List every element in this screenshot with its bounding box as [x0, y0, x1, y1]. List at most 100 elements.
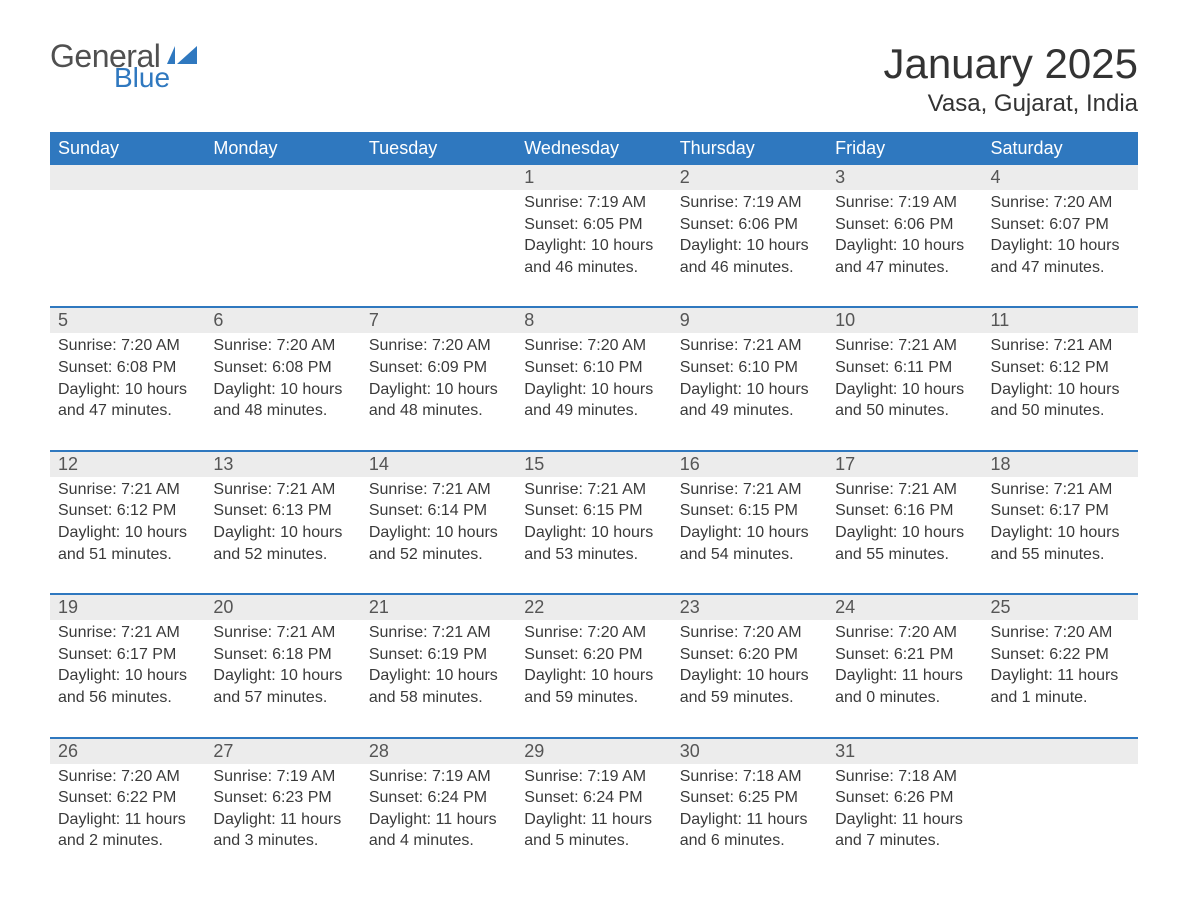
sunrise-text: Sunrise: 7:19 AM	[680, 192, 819, 214]
daylight1-text: Daylight: 10 hours	[680, 522, 819, 544]
day-number-cell: 22	[516, 594, 671, 620]
sunrise-text: Sunrise: 7:20 AM	[991, 622, 1130, 644]
sunrise-text: Sunrise: 7:21 AM	[991, 335, 1130, 357]
sunset-text: Sunset: 6:26 PM	[835, 787, 974, 809]
sunset-text: Sunset: 6:17 PM	[58, 644, 197, 666]
sunrise-text: Sunrise: 7:19 AM	[524, 192, 663, 214]
day-number-cell: 10	[827, 307, 982, 333]
day-detail-cell: Sunrise: 7:19 AMSunset: 6:05 PMDaylight:…	[516, 190, 671, 307]
day-number-cell: 5	[50, 307, 205, 333]
sunset-text: Sunset: 6:19 PM	[369, 644, 508, 666]
daylight1-text: Daylight: 10 hours	[58, 665, 197, 687]
daylight1-text: Daylight: 10 hours	[835, 522, 974, 544]
daylight2-text: and 46 minutes.	[524, 257, 663, 279]
sunrise-text: Sunrise: 7:21 AM	[991, 479, 1130, 501]
sunrise-text: Sunrise: 7:20 AM	[58, 766, 197, 788]
day-detail-cell: Sunrise: 7:20 AMSunset: 6:09 PMDaylight:…	[361, 333, 516, 450]
daylight1-text: Daylight: 10 hours	[213, 379, 352, 401]
logo-flag-icon	[167, 46, 197, 72]
sunset-text: Sunset: 6:18 PM	[213, 644, 352, 666]
daylight1-text: Daylight: 10 hours	[369, 665, 508, 687]
sunset-text: Sunset: 6:06 PM	[680, 214, 819, 236]
daylight2-text: and 58 minutes.	[369, 687, 508, 709]
calendar-detail-row: Sunrise: 7:20 AMSunset: 6:08 PMDaylight:…	[50, 333, 1138, 450]
month-title: January 2025	[883, 40, 1138, 88]
calendar-detail-row: Sunrise: 7:19 AMSunset: 6:05 PMDaylight:…	[50, 190, 1138, 307]
daylight2-text: and 59 minutes.	[524, 687, 663, 709]
daylight2-text: and 1 minute.	[991, 687, 1130, 709]
sunset-text: Sunset: 6:12 PM	[991, 357, 1130, 379]
day-number-cell	[361, 165, 516, 190]
daylight2-text: and 52 minutes.	[213, 544, 352, 566]
daylight1-text: Daylight: 11 hours	[369, 809, 508, 831]
weekday-header: Tuesday	[361, 132, 516, 165]
daylight1-text: Daylight: 10 hours	[369, 379, 508, 401]
daylight1-text: Daylight: 10 hours	[58, 522, 197, 544]
calendar-date-row: 19202122232425	[50, 594, 1138, 620]
sunset-text: Sunset: 6:23 PM	[213, 787, 352, 809]
sunset-text: Sunset: 6:13 PM	[213, 500, 352, 522]
day-detail-cell: Sunrise: 7:20 AMSunset: 6:22 PMDaylight:…	[50, 764, 205, 880]
daylight1-text: Daylight: 11 hours	[991, 665, 1130, 687]
day-number-cell: 24	[827, 594, 982, 620]
day-detail-cell: Sunrise: 7:21 AMSunset: 6:14 PMDaylight:…	[361, 477, 516, 594]
day-detail-cell: Sunrise: 7:19 AMSunset: 6:06 PMDaylight:…	[672, 190, 827, 307]
daylight2-text: and 6 minutes.	[680, 830, 819, 852]
daylight1-text: Daylight: 10 hours	[213, 522, 352, 544]
sunset-text: Sunset: 6:10 PM	[524, 357, 663, 379]
sunset-text: Sunset: 6:06 PM	[835, 214, 974, 236]
daylight1-text: Daylight: 10 hours	[991, 379, 1130, 401]
day-detail-cell: Sunrise: 7:21 AMSunset: 6:11 PMDaylight:…	[827, 333, 982, 450]
day-detail-cell: Sunrise: 7:21 AMSunset: 6:17 PMDaylight:…	[983, 477, 1138, 594]
daylight1-text: Daylight: 10 hours	[524, 522, 663, 544]
day-detail-cell: Sunrise: 7:18 AMSunset: 6:26 PMDaylight:…	[827, 764, 982, 880]
sunrise-text: Sunrise: 7:19 AM	[524, 766, 663, 788]
daylight1-text: Daylight: 10 hours	[680, 379, 819, 401]
sunrise-text: Sunrise: 7:21 AM	[524, 479, 663, 501]
day-number-cell: 1	[516, 165, 671, 190]
sunset-text: Sunset: 6:24 PM	[369, 787, 508, 809]
calendar-detail-row: Sunrise: 7:21 AMSunset: 6:17 PMDaylight:…	[50, 620, 1138, 737]
sunrise-text: Sunrise: 7:21 AM	[369, 622, 508, 644]
day-detail-cell: Sunrise: 7:20 AMSunset: 6:10 PMDaylight:…	[516, 333, 671, 450]
day-number-cell: 12	[50, 451, 205, 477]
daylight1-text: Daylight: 11 hours	[835, 809, 974, 831]
sunset-text: Sunset: 6:09 PM	[369, 357, 508, 379]
sunrise-text: Sunrise: 7:20 AM	[58, 335, 197, 357]
daylight2-text: and 47 minutes.	[835, 257, 974, 279]
day-number-cell: 6	[205, 307, 360, 333]
daylight1-text: Daylight: 10 hours	[835, 379, 974, 401]
weekday-header: Sunday	[50, 132, 205, 165]
day-detail-cell: Sunrise: 7:21 AMSunset: 6:15 PMDaylight:…	[672, 477, 827, 594]
day-detail-cell: Sunrise: 7:21 AMSunset: 6:12 PMDaylight:…	[50, 477, 205, 594]
sunset-text: Sunset: 6:12 PM	[58, 500, 197, 522]
day-detail-cell: Sunrise: 7:21 AMSunset: 6:10 PMDaylight:…	[672, 333, 827, 450]
daylight2-text: and 56 minutes.	[58, 687, 197, 709]
day-number-cell: 27	[205, 738, 360, 764]
sunrise-text: Sunrise: 7:18 AM	[835, 766, 974, 788]
daylight1-text: Daylight: 11 hours	[680, 809, 819, 831]
sunset-text: Sunset: 6:07 PM	[991, 214, 1130, 236]
daylight2-text: and 50 minutes.	[991, 400, 1130, 422]
sunset-text: Sunset: 6:24 PM	[524, 787, 663, 809]
sunset-text: Sunset: 6:20 PM	[524, 644, 663, 666]
sunrise-text: Sunrise: 7:19 AM	[213, 766, 352, 788]
day-detail-cell: Sunrise: 7:19 AMSunset: 6:24 PMDaylight:…	[516, 764, 671, 880]
sunset-text: Sunset: 6:15 PM	[524, 500, 663, 522]
daylight1-text: Daylight: 10 hours	[991, 522, 1130, 544]
sunset-text: Sunset: 6:14 PM	[369, 500, 508, 522]
day-detail-cell: Sunrise: 7:20 AMSunset: 6:21 PMDaylight:…	[827, 620, 982, 737]
daylight1-text: Daylight: 11 hours	[58, 809, 197, 831]
sunset-text: Sunset: 6:16 PM	[835, 500, 974, 522]
sunset-text: Sunset: 6:21 PM	[835, 644, 974, 666]
day-detail-cell: Sunrise: 7:21 AMSunset: 6:16 PMDaylight:…	[827, 477, 982, 594]
daylight2-text: and 47 minutes.	[991, 257, 1130, 279]
daylight1-text: Daylight: 10 hours	[369, 522, 508, 544]
daylight2-text: and 57 minutes.	[213, 687, 352, 709]
daylight1-text: Daylight: 11 hours	[835, 665, 974, 687]
day-detail-cell: Sunrise: 7:21 AMSunset: 6:12 PMDaylight:…	[983, 333, 1138, 450]
daylight2-text: and 0 minutes.	[835, 687, 974, 709]
daylight1-text: Daylight: 10 hours	[524, 235, 663, 257]
sunset-text: Sunset: 6:11 PM	[835, 357, 974, 379]
sunset-text: Sunset: 6:20 PM	[680, 644, 819, 666]
